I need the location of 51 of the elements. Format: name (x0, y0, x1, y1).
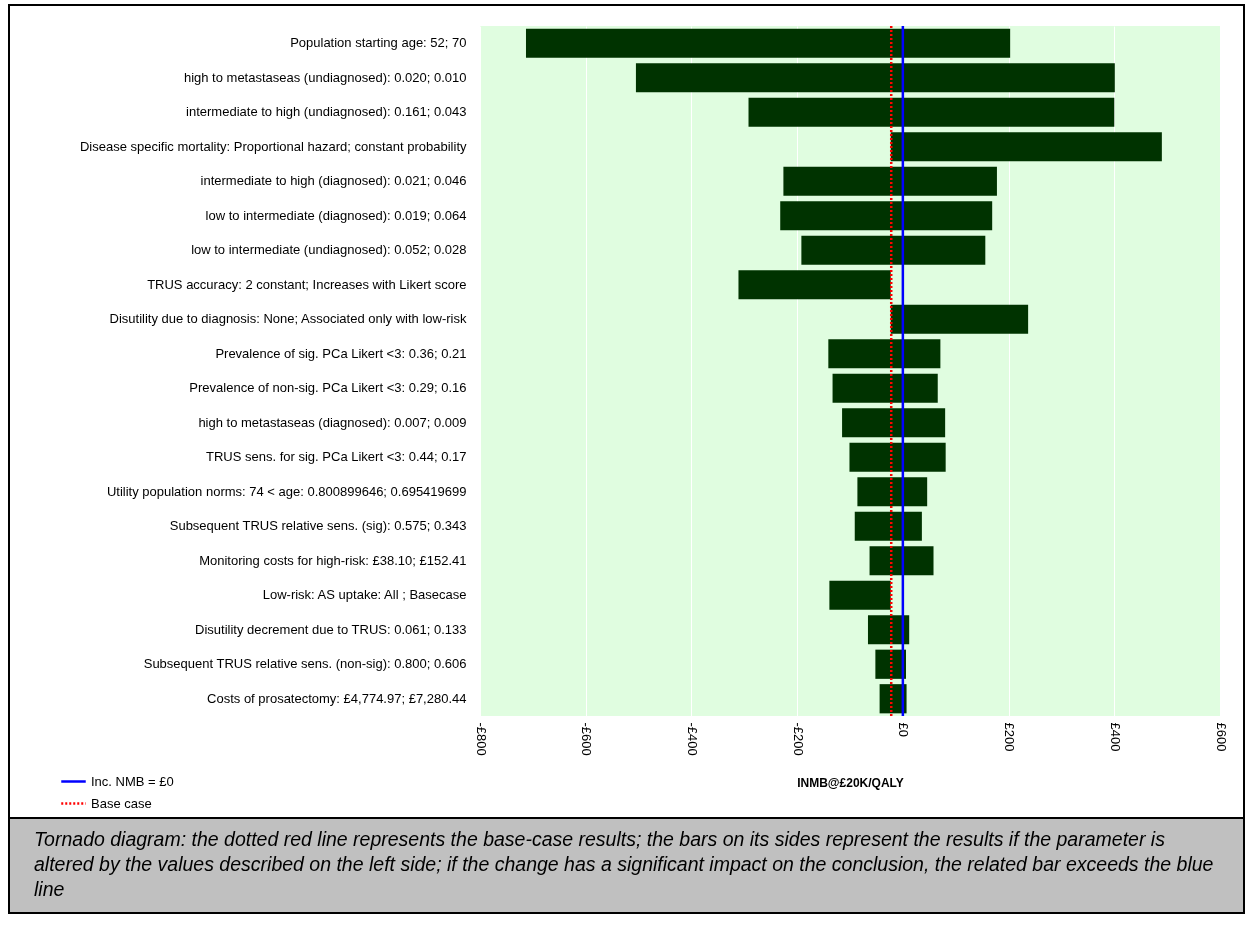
bar (635, 63, 1115, 93)
bar (780, 201, 993, 231)
text: Tornado diagram: the dotted red line represents the base-case results; the bars on its sides represent the results if the parameter is altered by the values described on the left side; if the change has a significant impact on the conclusion, the related bar exceeds the blue line (10, 817, 1243, 912)
bar (832, 373, 938, 403)
y-tick-label: high to metastaseas (diagnosed): 0.007; 0.009 (198, 414, 467, 430)
x-tick-label: £0 (896, 722, 912, 737)
y-tick-label: Monitoring costs for high-risk: £38.10; £152.41 (199, 552, 467, 568)
y-tick-label: Subsequent TRUS relative sens. (non-sig): 0.800; 0.606 (143, 656, 467, 672)
bar (738, 270, 891, 300)
bar (783, 166, 997, 196)
y-tick-label: TRUS sens. for sig. PCa Likert <3: 0.44; 0.17 (206, 449, 467, 465)
y-tick-label: intermediate to high (diagnosed): 0.021; 0.046 (200, 173, 467, 189)
bar (842, 408, 946, 438)
y-tick-label: Disease specific mortality: Proportional hazard; constant probability (79, 138, 467, 154)
bar (867, 615, 910, 645)
y-tick-label: Subsequent TRUS relative sens. (sig): 0.575; 0.343 (169, 518, 467, 534)
y-tick-label: intermediate to high (undiagnosed): 0.161; 0.043 (186, 104, 467, 120)
bar (890, 132, 1162, 162)
bar (875, 649, 907, 679)
x-tick-label: £600 (1213, 722, 1229, 752)
y-tick-label: Population starting age: 52; 70 (290, 35, 467, 51)
y-tick-label: Low-risk: AS uptake: All ; Basecase (262, 587, 467, 603)
y-tick-label: high to metastaseas (undiagnosed): 0.020; 0.010 (183, 69, 467, 85)
x-axis-title: INMB@£20K/QALY (797, 775, 904, 790)
y-tick-label: Disutility due to diagnosis: None; Associated only with low-risk (109, 311, 467, 327)
bar (801, 235, 986, 265)
bar (525, 28, 1011, 58)
bar (849, 442, 946, 472)
bar (890, 304, 1029, 334)
y-tick-label: low to intermediate (diagnosed): 0.019; 0.064 (205, 207, 467, 223)
bar (828, 339, 941, 369)
x-tick-label: £200 (1002, 722, 1018, 752)
y-tick-label: Utility population norms: 74 < age: 0.800899646; 0.695419699 (106, 483, 467, 499)
bar (869, 546, 934, 576)
legend-label: Inc. NMB = £0 (91, 773, 174, 789)
y-tick-label: Disutility decrement due to TRUS: 0.061; 0.133 (195, 621, 467, 637)
bar (829, 580, 891, 610)
bar (748, 97, 1115, 127)
bar (854, 511, 922, 541)
y-tick-label: low to intermediate (undiagnosed): 0.052; 0.028 (191, 242, 467, 258)
x-tick-label: -£400 (684, 722, 700, 756)
x-tick-label: -£800 (473, 722, 489, 756)
y-tick-label: Costs of prosatectomy: £4,774.97; £7,280.44 (207, 690, 467, 706)
y-tick-label: Prevalence of sig. PCa Likert <3: 0.36; 0.21 (215, 345, 467, 361)
x-tick-label: -£200 (790, 722, 806, 756)
x-tick-label: £400 (1107, 722, 1123, 752)
bar (857, 477, 928, 507)
y-tick-label: Prevalence of non-sig. PCa Likert <3: 0.29; 0.16 (189, 380, 467, 396)
x-tick-label: -£600 (579, 722, 595, 756)
legend-label: Base case (91, 795, 152, 811)
y-tick-label: TRUS accuracy: 2 constant; Increases with Likert score (147, 276, 467, 292)
